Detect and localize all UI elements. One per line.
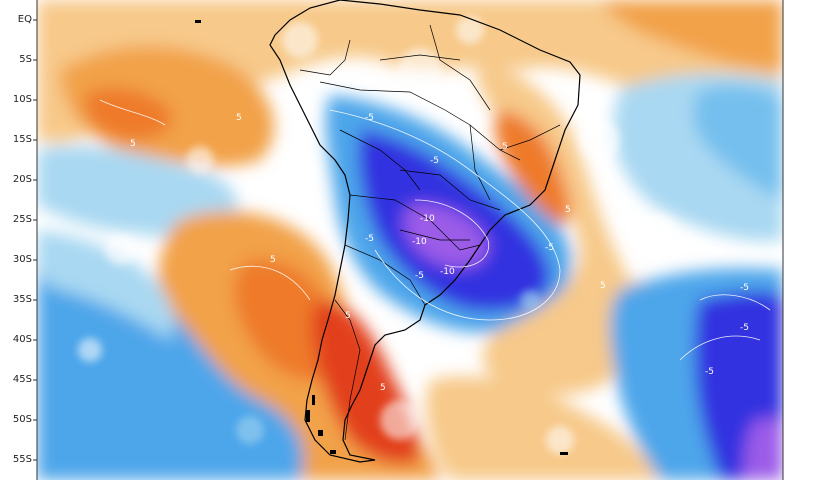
contour-label: -5 (365, 113, 374, 123)
cool-region-southwest (37, 250, 304, 480)
contour-label: 5 (380, 383, 386, 393)
violet-core-southeast (743, 418, 783, 480)
contour-label: 5 (130, 139, 136, 149)
island-fragments (195, 20, 568, 455)
latitude-ticks (33, 19, 37, 461)
latitude-label: 25S (12, 214, 32, 225)
contour-label: -10 (412, 237, 427, 247)
warm-core-northwest (84, 87, 172, 140)
latitude-label: 30S (12, 254, 32, 265)
contour-label: -10 (420, 214, 435, 224)
warm-region-south-atlantic (426, 376, 660, 480)
latitude-label: 45S (12, 374, 32, 385)
field-texture (78, 16, 676, 454)
latitude-label: 15S (12, 134, 32, 145)
contour-label: -10 (440, 267, 455, 277)
warm-region-brazil (494, 110, 571, 225)
contour-label-group: -5 -5 -5 -5 -10 -10 -10 -5 -5 5 5 5 5 5 … (130, 113, 749, 393)
contour-label: 5 (345, 311, 351, 321)
contour-label: 5 (270, 255, 276, 265)
cool-region-west (37, 145, 238, 237)
cool-region-east-strong (693, 85, 783, 200)
contour-label: -5 (705, 367, 714, 377)
contour-label: -5 (545, 243, 554, 253)
latitude-label: 55S (12, 454, 32, 465)
latitude-label: EQ (17, 14, 32, 25)
latitude-label: 40S (12, 334, 32, 345)
contour-label: -5 (430, 156, 439, 166)
warm-region-ne (600, 0, 783, 70)
latitude-label: 5S (19, 54, 32, 65)
warm-region-north (37, 0, 783, 143)
contour-label: -5 (740, 283, 749, 293)
anomaly-field (37, 0, 783, 480)
latitude-label: 20S (12, 174, 32, 185)
warm-plume-pacific-core (234, 259, 337, 381)
contour-label: 5 (502, 142, 508, 152)
cool-region-southwest-light (37, 230, 174, 340)
latitude-label: 50S (12, 414, 32, 425)
latitude-label: 35S (12, 294, 32, 305)
contour-lines (99, 99, 771, 361)
contour-label: 5 (236, 113, 242, 123)
country-borders (299, 24, 561, 441)
contour-label: -5 (365, 234, 374, 244)
contour-label: -5 (415, 271, 424, 281)
warm-region-northwest (60, 46, 275, 167)
contour-label: 5 (565, 205, 571, 215)
latitude-label: 10S (12, 94, 32, 105)
contour-label: -5 (740, 323, 749, 333)
south-america-coastline (269, 0, 581, 463)
contour-label: 5 (600, 281, 606, 291)
